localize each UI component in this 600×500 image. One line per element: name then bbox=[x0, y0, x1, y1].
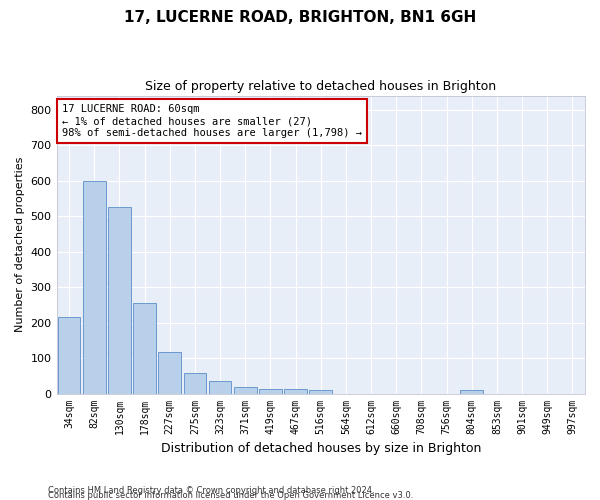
Bar bbox=[158, 352, 181, 394]
Bar bbox=[234, 387, 257, 394]
Bar bbox=[310, 390, 332, 394]
Bar bbox=[209, 381, 232, 394]
Bar bbox=[133, 303, 156, 394]
Bar bbox=[259, 388, 282, 394]
Text: Contains public sector information licensed under the Open Government Licence v3: Contains public sector information licen… bbox=[48, 491, 413, 500]
Bar bbox=[83, 180, 106, 394]
Bar bbox=[184, 374, 206, 394]
Text: Contains HM Land Registry data © Crown copyright and database right 2024.: Contains HM Land Registry data © Crown c… bbox=[48, 486, 374, 495]
Bar bbox=[460, 390, 483, 394]
Text: 17, LUCERNE ROAD, BRIGHTON, BN1 6GH: 17, LUCERNE ROAD, BRIGHTON, BN1 6GH bbox=[124, 10, 476, 25]
X-axis label: Distribution of detached houses by size in Brighton: Distribution of detached houses by size … bbox=[161, 442, 481, 455]
Y-axis label: Number of detached properties: Number of detached properties bbox=[15, 157, 25, 332]
Bar bbox=[108, 208, 131, 394]
Bar bbox=[58, 318, 80, 394]
Bar bbox=[284, 388, 307, 394]
Text: 17 LUCERNE ROAD: 60sqm
← 1% of detached houses are smaller (27)
98% of semi-deta: 17 LUCERNE ROAD: 60sqm ← 1% of detached … bbox=[62, 104, 362, 138]
Title: Size of property relative to detached houses in Brighton: Size of property relative to detached ho… bbox=[145, 80, 496, 93]
